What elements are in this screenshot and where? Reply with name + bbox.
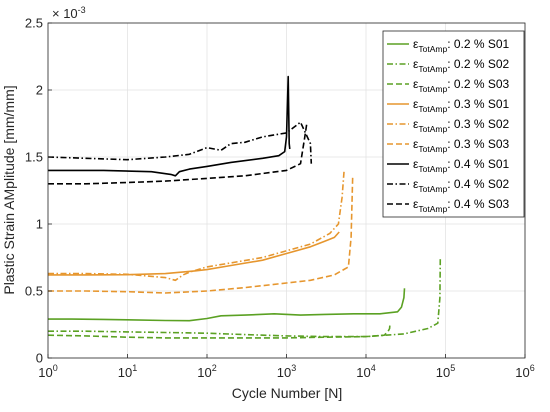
legend-subscript: TotAmp: [418, 84, 447, 94]
y-tick-label: 2: [36, 83, 43, 98]
x-tick-exp: 4: [371, 363, 376, 373]
legend-subscript: TotAmp: [418, 64, 447, 74]
x-tick-label: 106: [515, 363, 534, 380]
series-lines: [47, 75, 442, 339]
series-line-8: [47, 121, 313, 164]
x-axis-label: Cycle Number [N]: [232, 385, 342, 401]
legend-label: : 0.3 % S01: [447, 97, 509, 111]
x-tick-base: 10: [356, 365, 370, 380]
legend-label: : 0.2 % S03: [447, 77, 509, 91]
y-tick-label: 0: [36, 351, 43, 366]
legend-subscript: TotAmp: [418, 124, 447, 134]
legend-subscript: TotAmp: [418, 144, 447, 154]
legend-symbol: ε: [413, 157, 419, 171]
x-tick-base: 10: [38, 365, 52, 380]
x-tick-label: 101: [118, 363, 137, 380]
x-tick-exp: 6: [530, 363, 535, 373]
x-tick-label: 100: [38, 363, 57, 380]
y-multiplier-exp: -3: [78, 5, 86, 15]
legend-entry-4: εTotAmp: 0.3 % S01: [413, 97, 510, 114]
legend-entry-8: εTotAmp: 0.4 % S02: [413, 177, 510, 194]
legend-label: : 0.3 % S02: [447, 117, 509, 131]
legend-entry-6: εTotAmp: 0.3 % S03: [413, 137, 510, 154]
y-tick-label: 2.5: [25, 16, 43, 31]
legend-symbol: ε: [413, 77, 419, 91]
legend-symbol: ε: [413, 177, 419, 191]
legend-entry-2: εTotAmp: 0.2 % S02: [413, 57, 510, 74]
legend-label: : 0.2 % S02: [447, 57, 509, 71]
legend-label: : 0.2 % S01: [447, 37, 509, 51]
x-tick-label: 103: [277, 363, 296, 380]
x-tick-label: 104: [356, 363, 375, 380]
series-line-5: [48, 170, 345, 282]
x-tick-label: 105: [436, 363, 455, 380]
legend-symbol: ε: [413, 57, 419, 71]
y-tick-label: 1.5: [25, 150, 43, 165]
legend-label: : 0.4 % S02: [447, 177, 509, 191]
legend-symbol: ε: [413, 197, 419, 211]
x-tick-base: 10: [436, 365, 450, 380]
legend-symbol: ε: [413, 117, 419, 131]
legend-symbol: ε: [413, 37, 419, 51]
x-tick-base: 10: [277, 365, 291, 380]
legend-subscript: TotAmp: [418, 164, 447, 174]
legend-subscript: TotAmp: [418, 44, 447, 54]
legend-subscript: TotAmp: [418, 184, 447, 194]
y-multiplier-base: × 10: [52, 6, 78, 21]
legend-entry-9: εTotAmp: 0.4 % S03: [413, 197, 510, 214]
x-tick-label: 102: [197, 363, 216, 380]
x-tick-base: 10: [515, 365, 529, 380]
legend-symbol: ε: [413, 97, 419, 111]
legend-entry-3: εTotAmp: 0.2 % S03: [413, 77, 510, 94]
x-tick-exp: 3: [291, 363, 296, 373]
series-line-3: [47, 324, 391, 339]
legend-box: [382, 30, 525, 218]
legend-subscript: TotAmp: [418, 204, 447, 214]
legend-subscript: TotAmp: [418, 104, 447, 114]
x-tick-base: 10: [197, 365, 211, 380]
legend-entry-7: εTotAmp: 0.4 % S01: [413, 157, 510, 174]
x-tick-exp: 2: [212, 363, 217, 373]
series-line-2: [48, 257, 442, 338]
y-axis-label: Plastic Strain AMplitude [mm/mm]: [1, 85, 17, 294]
x-tick-exp: 1: [132, 363, 137, 373]
legend-label: : 0.4 % S03: [447, 197, 509, 211]
legend-symbol: ε: [413, 137, 419, 151]
y-tick-label: 1: [36, 217, 43, 232]
x-tick-base: 10: [118, 365, 132, 380]
x-tick-exp: 0: [53, 363, 58, 373]
series-line-7: [48, 75, 291, 177]
legend-entry-5: εTotAmp: 0.3 % S02: [413, 117, 510, 134]
y-tick-label: 0.5: [25, 284, 43, 299]
legend-label: : 0.3 % S03: [447, 137, 509, 151]
series-line-1: [48, 288, 406, 322]
legend-label: : 0.4 % S01: [447, 157, 509, 171]
y-multiplier-label: × 10-3: [52, 5, 86, 21]
series-line-6: [48, 175, 354, 294]
x-tick-exp: 5: [450, 363, 455, 373]
legend-entry-1: εTotAmp: 0.2 % S01: [413, 37, 510, 54]
series-line-9: [48, 123, 308, 185]
